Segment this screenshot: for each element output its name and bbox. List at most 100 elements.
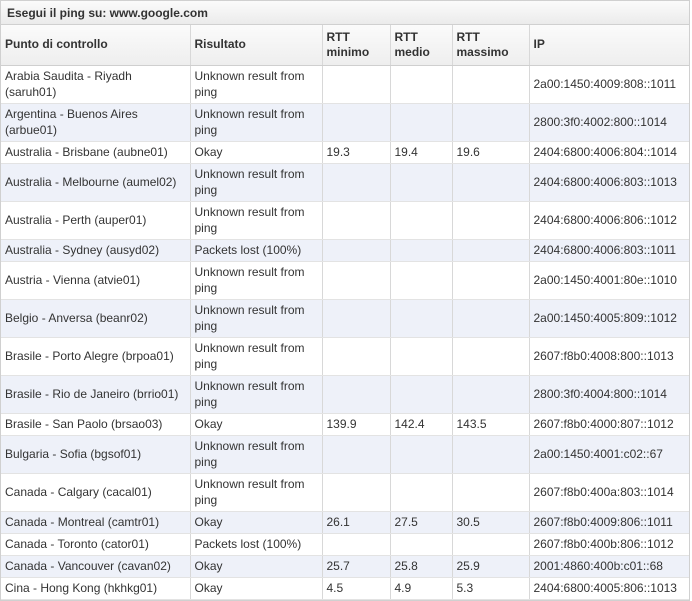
cell-ip: 2a00:1450:4005:809::1012 [529,299,689,338]
cell-rtt-min [322,435,391,474]
cell-rtt-max [452,375,530,414]
cell-rtt-min [322,261,391,300]
cell-ip: 2404:6800:4006:803::1011 [529,239,689,262]
column-header-location: Punto di controllo [1,25,191,66]
cell-result: Okay [190,577,323,600]
cell-rtt-max: 19.6 [452,141,530,164]
cell-rtt-avg [390,261,453,300]
cell-result: Unknown result from ping [190,65,323,104]
cell-ip: 2a00:1450:4001:80e::1010 [529,261,689,300]
table-row: Canada - Montreal (camtr01) Okay 26.1 27.5 3… [1,511,689,534]
cell-rtt-min [322,299,391,338]
column-header-result: Risultato [190,25,323,66]
cell-rtt-max [452,299,530,338]
cell-result: Unknown result from ping [190,163,323,202]
cell-result: Okay [190,555,323,578]
cell-rtt-max [452,239,530,262]
cell-location: Argentina - Buenos Aires (arbue01) [1,103,191,142]
cell-rtt-avg [390,201,453,240]
table-row: Australia - Sydney (ausyd02) Packets lost… [1,239,689,262]
cell-rtt-avg: 25.8 [390,555,453,578]
table-header-row: Punto di controllo Risultato RTT minimo … [1,25,689,66]
table-row: Austria - Vienna (atvie01) Unknown result… [1,261,689,300]
table-row: Brasile - Porto Alegre (brpoa01) Unknown … [1,337,689,376]
panel-caption: Esegui il ping su: www.google.com [1,0,689,25]
cell-rtt-min: 4.5 [322,577,391,600]
cell-rtt-max [452,533,530,556]
cell-location: Brasile - Porto Alegre (brpoa01) [1,337,191,376]
cell-location: Brasile - Rio de Janeiro (brrio01) [1,375,191,414]
cell-rtt-avg [390,533,453,556]
cell-result: Unknown result from ping [190,261,323,300]
cell-location: Cina - Hong Kong (hkhkg01) [1,577,191,600]
table-row: Cina - Hong Kong (hkhkg01) Okay 4.5 4.9 5.3 2… [1,577,689,600]
cell-result: Unknown result from ping [190,103,323,142]
cell-ip: 2404:6800:4006:806::1012 [529,201,689,240]
cell-rtt-min [322,163,391,202]
table-row: Belgio - Anversa (beanr02) Unknown result… [1,299,689,338]
cell-ip: 2607:f8b0:4008:800::1013 [529,337,689,376]
cell-location: Australia - Melbourne (aumel02) [1,163,191,202]
cell-rtt-min [322,201,391,240]
cell-rtt-min [322,375,391,414]
cell-ip: 2607:f8b0:4009:806::1011 [529,511,689,534]
table-row: Australia - Perth (auper01) Unknown resul… [1,201,689,240]
cell-location: Brasile - San Paolo (brsao03) [1,413,191,436]
cell-result: Unknown result from ping [190,435,323,474]
table-row: Canada - Vancouver (cavan02) Okay 25.7 25.8… [1,555,689,578]
cell-ip: 2607:f8b0:4000:807::1012 [529,413,689,436]
cell-result: Okay [190,141,323,164]
cell-rtt-max [452,337,530,376]
cell-rtt-min: 26.1 [322,511,391,534]
cell-location: Australia - Brisbane (aubne01) [1,141,191,164]
ping-results-table: Punto di controllo Risultato RTT minimo … [1,25,689,600]
cell-result: Unknown result from ping [190,201,323,240]
cell-ip: 2404:6800:4005:806::1013 [529,577,689,600]
cell-rtt-avg: 4.9 [390,577,453,600]
cell-result: Okay [190,511,323,534]
cell-rtt-max: 5.3 [452,577,530,600]
cell-rtt-avg [390,65,453,104]
cell-rtt-max: 143.5 [452,413,530,436]
table-row: Arabia Saudita - Riyadh (saruh01) Unknown… [1,65,689,104]
cell-ip: 2607:f8b0:400b:806::1012 [529,533,689,556]
cell-rtt-avg [390,435,453,474]
cell-result: Okay [190,413,323,436]
cell-rtt-min: 139.9 [322,413,391,436]
cell-location: Canada - Toronto (cator01) [1,533,191,556]
cell-rtt-max [452,435,530,474]
cell-location: Arabia Saudita - Riyadh (saruh01) [1,65,191,104]
table-row: Canada - Toronto (cator01) Packets lost (… [1,533,689,556]
cell-rtt-max [452,103,530,142]
table-row: Australia - Melbourne (aumel02) Unknown r… [1,163,689,202]
column-header-rtt-min: RTT minimo [322,25,391,66]
cell-location: Canada - Vancouver (cavan02) [1,555,191,578]
cell-rtt-avg [390,337,453,376]
table-row: Canada - Calgary (cacal01) Unknown result… [1,473,689,512]
cell-rtt-max [452,473,530,512]
table-body: Arabia Saudita - Riyadh (saruh01) Unknown… [1,65,689,600]
table-row: Argentina - Buenos Aires (arbue01) Unknow… [1,103,689,142]
cell-result: Packets lost (100%) [190,239,323,262]
column-header-rtt-avg: RTT medio [390,25,453,66]
cell-ip: 2800:3f0:4004:800::1014 [529,375,689,414]
cell-rtt-avg: 142.4 [390,413,453,436]
cell-rtt-max [452,65,530,104]
cell-rtt-max [452,201,530,240]
cell-rtt-max: 25.9 [452,555,530,578]
cell-rtt-avg [390,239,453,262]
cell-result: Unknown result from ping [190,337,323,376]
cell-ip: 2607:f8b0:400a:803::1014 [529,473,689,512]
cell-location: Belgio - Anversa (beanr02) [1,299,191,338]
cell-rtt-max [452,163,530,202]
cell-location: Australia - Sydney (ausyd02) [1,239,191,262]
cell-location: Bulgaria - Sofia (bgsof01) [1,435,191,474]
cell-rtt-avg [390,163,453,202]
cell-rtt-avg [390,103,453,142]
cell-rtt-min [322,239,391,262]
cell-result: Unknown result from ping [190,473,323,512]
cell-result: Unknown result from ping [190,375,323,414]
cell-ip: 2001:4860:400b:c01::68 [529,555,689,578]
cell-ip: 2404:6800:4006:804::1014 [529,141,689,164]
